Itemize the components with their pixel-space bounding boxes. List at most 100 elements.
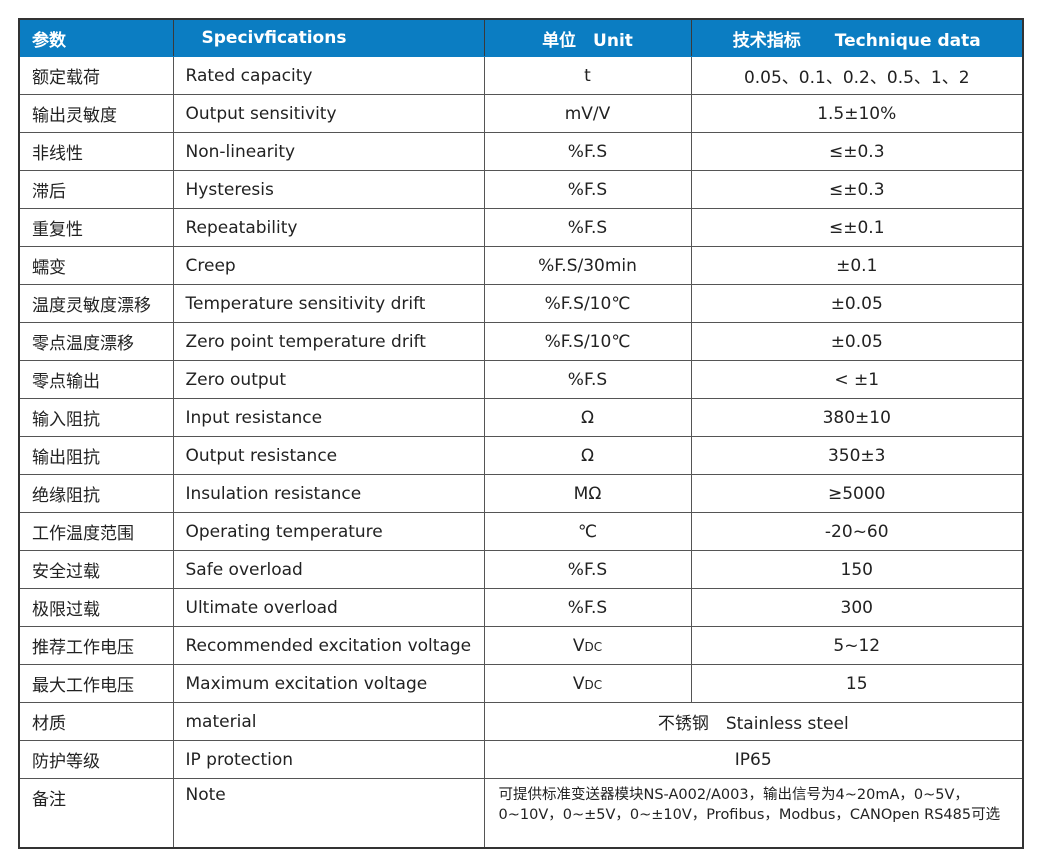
cell-cn: 工作温度范围	[18, 512, 174, 551]
cell-cn: 安全过载	[18, 550, 174, 589]
cell-value: ≥5000	[690, 474, 1024, 513]
cell-unit: Ω	[483, 398, 692, 437]
unit-main: V	[572, 673, 585, 694]
cell-value: < ±1	[690, 360, 1024, 399]
header-data: 技术指标 Technique data	[690, 18, 1024, 57]
cell-cn: 额定载荷	[18, 56, 174, 95]
cell-unit: %F.S/30min	[483, 246, 692, 285]
cell-unit: t	[483, 56, 692, 95]
cell-en: IP protection	[172, 740, 485, 779]
cell-value: 15	[690, 664, 1024, 703]
table-row: 绝缘阻抗 Insulation resistance MΩ ≥5000	[18, 474, 1024, 513]
cell-unit: mV/V	[483, 94, 692, 133]
table-row: 输入阻抗 Input resistance Ω 380±10	[18, 398, 1024, 437]
cell-value: ≤±0.3	[690, 170, 1024, 209]
cell-unit: VDC	[483, 626, 692, 665]
table-row-ip: 防护等级 IP protection IP65	[18, 740, 1024, 779]
table-row: 最大工作电压 Maximum excitation voltage VDC 15	[18, 664, 1024, 703]
header-unit: 单位 Unit	[483, 18, 692, 57]
cell-en: Rated capacity	[172, 56, 485, 95]
table-row: 工作温度范围 Operating temperature ℃ -20~60	[18, 512, 1024, 551]
cell-en: Temperature sensitivity drift	[172, 284, 485, 323]
cell-value: 1.5±10%	[690, 94, 1024, 133]
cell-en: Repeatability	[172, 208, 485, 247]
cell-unit: %F.S	[483, 588, 692, 627]
table-row: 非线性 Non-linearity %F.S ≤±0.3	[18, 132, 1024, 171]
cell-value: 380±10	[690, 398, 1024, 437]
cell-en: Note	[172, 778, 485, 849]
table-row-note: 备注 Note 可提供标准变送器模块NS-A002/A003，输出信号为4~20…	[18, 778, 1024, 849]
cell-unit: %F.S	[483, 170, 692, 209]
cell-cn: 极限过载	[18, 588, 174, 627]
cell-cn: 非线性	[18, 132, 174, 171]
cell-cn: 温度灵敏度漂移	[18, 284, 174, 323]
cell-en: Hysteresis	[172, 170, 485, 209]
table-row: 重复性 Repeatability %F.S ≤±0.1	[18, 208, 1024, 247]
cell-en: Output resistance	[172, 436, 485, 475]
cell-value: ≤±0.1	[690, 208, 1024, 247]
cell-en: Ultimate overload	[172, 588, 485, 627]
cell-cn: 输出灵敏度	[18, 94, 174, 133]
cell-unit: %F.S	[483, 208, 692, 247]
cell-cn: 零点输出	[18, 360, 174, 399]
cell-en: Recommended excitation voltage	[172, 626, 485, 665]
cell-value: 5~12	[690, 626, 1024, 665]
cell-cn: 防护等级	[18, 740, 174, 779]
cell-unit: MΩ	[483, 474, 692, 513]
cell-cn: 输入阻抗	[18, 398, 174, 437]
cell-cn: 推荐工作电压	[18, 626, 174, 665]
header-param: 参数	[18, 18, 174, 57]
cell-en: Output sensitivity	[172, 94, 485, 133]
table-row: 输出阻抗 Output resistance Ω 350±3	[18, 436, 1024, 475]
cell-unit: %F.S/10℃	[483, 322, 692, 361]
cell-value: ±0.05	[690, 284, 1024, 323]
spec-table: 参数 Specivfications 单位 Unit 技术指标 Techniqu…	[18, 18, 1024, 849]
cell-value: 150	[690, 550, 1024, 589]
cell-unit: %F.S/10℃	[483, 284, 692, 323]
cell-value: ≤±0.3	[690, 132, 1024, 171]
note-text: 可提供标准变送器模块NS-A002/A003，输出信号为4~20mA，0~5V，…	[483, 778, 1024, 849]
cell-unit: %F.S	[483, 132, 692, 171]
cell-cn: 材质	[18, 702, 174, 741]
cell-en: Zero output	[172, 360, 485, 399]
cell-cn: 最大工作电压	[18, 664, 174, 703]
table-row: 输出灵敏度 Output sensitivity mV/V 1.5±10%	[18, 94, 1024, 133]
table-row: 滞后 Hysteresis %F.S ≤±0.3	[18, 170, 1024, 209]
unit-sub: DC	[584, 677, 603, 692]
table-row: 极限过载 Ultimate overload %F.S 300	[18, 588, 1024, 627]
unit-main: V	[572, 635, 585, 656]
cell-unit: %F.S	[483, 360, 692, 399]
cell-value: 不锈钢 Stainless steel	[483, 702, 1024, 741]
cell-unit: ℃	[483, 512, 692, 551]
cell-en: Non-linearity	[172, 132, 485, 171]
cell-en: Input resistance	[172, 398, 485, 437]
cell-value: 350±3	[690, 436, 1024, 475]
cell-value: -20~60	[690, 512, 1024, 551]
note-line-2: 0~10V，0~±5V，0~±10V，Profibus，Modbus，CANOp…	[498, 807, 1001, 823]
table-row: 温度灵敏度漂移 Temperature sensitivity drift %F.S…	[18, 284, 1024, 323]
cell-cn: 输出阻抗	[18, 436, 174, 475]
cell-cn: 蠕变	[18, 246, 174, 285]
cell-value: ±0.05	[690, 322, 1024, 361]
table-row: 蠕变 Creep %F.S/30min ±0.1	[18, 246, 1024, 285]
cell-en: Maximum excitation voltage	[172, 664, 485, 703]
cell-cn: 滞后	[18, 170, 174, 209]
cell-en: Insulation resistance	[172, 474, 485, 513]
cell-en: Safe overload	[172, 550, 485, 589]
header-spec: Specivfications	[172, 18, 485, 57]
cell-unit: Ω	[483, 436, 692, 475]
cell-value: 300	[690, 588, 1024, 627]
table-row: 零点温度漂移 Zero point temperature drift %F.S/1…	[18, 322, 1024, 361]
cell-cn: 重复性	[18, 208, 174, 247]
cell-en: Creep	[172, 246, 485, 285]
cell-cn: 备注	[18, 778, 174, 849]
cell-cn: 零点温度漂移	[18, 322, 174, 361]
cell-value: ±0.1	[690, 246, 1024, 285]
cell-value: 0.05、0.1、0.2、0.5、1、2	[690, 56, 1024, 95]
note-line-1: 可提供标准变送器模块NS-A002/A003，输出信号为4~20mA，0~5V，	[498, 787, 969, 803]
cell-value: IP65	[483, 740, 1024, 779]
header-row: 参数 Specivfications 单位 Unit 技术指标 Techniqu…	[18, 18, 1024, 57]
cell-en: Operating temperature	[172, 512, 485, 551]
cell-cn: 绝缘阻抗	[18, 474, 174, 513]
cell-unit: VDC	[483, 664, 692, 703]
